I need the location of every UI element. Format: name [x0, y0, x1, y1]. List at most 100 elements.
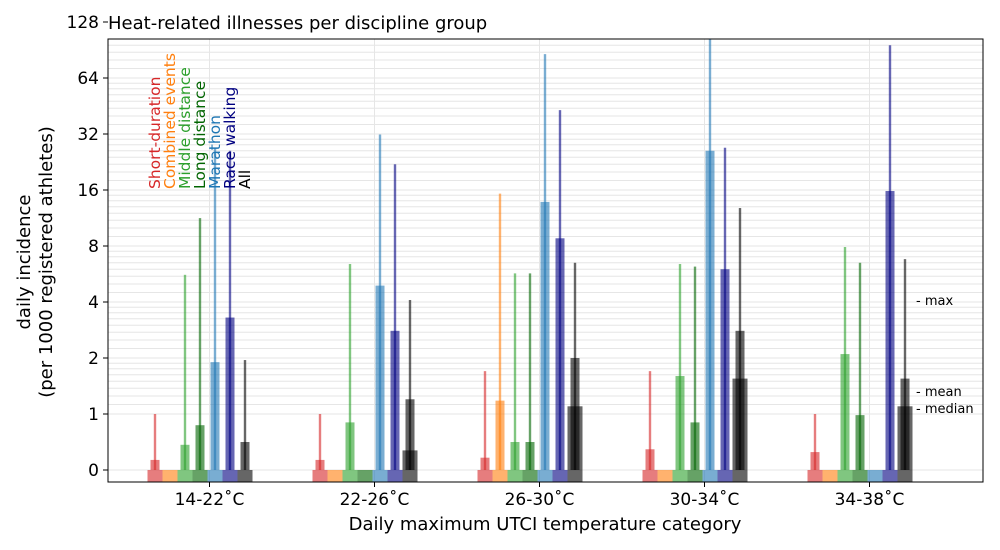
x-tick-label: 30-34˚C — [670, 489, 740, 510]
bar-group — [897, 259, 913, 482]
bar-median — [477, 470, 493, 482]
annotation-max: - max — [916, 294, 953, 309]
legend-entry: Long distance — [191, 81, 209, 189]
legend-entry: Marathon — [206, 115, 224, 189]
y-axis-label-line2: (per 1000 registered athletes) — [36, 126, 57, 398]
x-axis: 14-22˚C 22-26˚C 26-30˚C 30-34˚C 34-38˚C — [175, 482, 905, 510]
bar-max — [348, 264, 352, 470]
bar-max — [498, 193, 502, 470]
bar-group — [732, 208, 748, 482]
bar-median — [717, 470, 733, 482]
bar-median — [507, 470, 523, 482]
bar-median — [207, 470, 223, 482]
bar-median — [882, 470, 898, 482]
bar-median — [867, 470, 883, 482]
y-tick-label: 64 — [77, 69, 99, 89]
bar-median — [342, 470, 358, 482]
y-tick-label: 4 — [88, 293, 99, 313]
bar-median — [702, 470, 718, 482]
bar-median — [192, 470, 208, 482]
bar-mean — [240, 442, 250, 470]
bar-median — [852, 470, 868, 482]
bar-median — [237, 470, 253, 482]
bar-mean — [345, 422, 355, 470]
bar-median — [312, 470, 328, 482]
bar-mean — [495, 400, 505, 470]
bar-group — [177, 274, 193, 482]
bar-median — [387, 470, 403, 482]
bar-group — [717, 147, 733, 482]
bar-group — [312, 414, 328, 482]
bar-group — [372, 134, 388, 482]
x-tick-label: 22-26˚C — [340, 489, 410, 510]
x-tick-label: 26-30˚C — [505, 489, 575, 510]
bar-max — [903, 259, 907, 470]
bar-max — [228, 150, 232, 470]
bar-group — [867, 470, 883, 482]
bar-mean — [150, 459, 160, 470]
bar-mean — [195, 425, 205, 470]
bar-group — [807, 414, 823, 482]
bar-median — [822, 470, 838, 482]
bar-max — [393, 164, 397, 470]
x-tick-label: 34-38˚C — [835, 489, 905, 510]
y-axis-label-group: daily incidence (per 1000 registered ath… — [14, 126, 57, 398]
bar-median — [162, 470, 178, 482]
bar-group — [402, 300, 418, 482]
bar-max — [318, 414, 322, 470]
bar-mean — [405, 399, 415, 470]
bar-median — [552, 470, 568, 482]
bar-median — [222, 470, 238, 482]
chart-title: Heat-related illnesses per discipline gr… — [108, 13, 487, 34]
bar-max — [858, 262, 862, 470]
bar-median — [537, 470, 553, 482]
bar-median — [177, 470, 193, 482]
legend-entry: Middle distance — [176, 67, 194, 189]
bar-group — [882, 45, 898, 482]
bar-mean — [840, 354, 850, 470]
bar-mean — [480, 457, 490, 470]
bar-median — [567, 406, 583, 482]
bar-max — [813, 414, 817, 470]
bar-mean — [855, 415, 865, 470]
bar-mean — [675, 376, 685, 470]
bar-group — [387, 164, 403, 482]
bar-max — [648, 371, 652, 470]
bar-group — [702, 39, 718, 482]
bar-group — [822, 470, 838, 482]
y-tick-label: 2 — [88, 349, 99, 369]
y-tick-label: 128 — [67, 13, 99, 33]
y-tick-label: 8 — [88, 237, 99, 257]
bar-group — [342, 264, 358, 482]
annotation-mean: - mean — [916, 385, 962, 400]
bar-mean — [210, 362, 220, 470]
x-axis-label: Daily maximum UTCI temperature category — [349, 514, 742, 535]
legend-entry: Short-duration — [146, 77, 164, 189]
bar-group — [567, 262, 583, 482]
bar-median — [687, 470, 703, 482]
bar-group — [687, 266, 703, 482]
bar-max — [483, 371, 487, 470]
bar-median — [642, 470, 658, 482]
bar-median — [807, 470, 823, 482]
bar-mean — [690, 422, 700, 470]
bar-group — [552, 110, 568, 482]
bar-mean — [885, 191, 895, 471]
bar-median — [357, 470, 373, 482]
bar-group — [837, 247, 853, 482]
bar-group — [477, 371, 493, 482]
bar-group — [522, 273, 538, 482]
bar-mean — [180, 444, 190, 470]
bar-max — [678, 264, 682, 470]
bar-median — [897, 406, 913, 482]
bar-median — [522, 470, 538, 482]
bar-median — [327, 470, 343, 482]
bar-median — [402, 450, 418, 482]
bar-median — [492, 470, 508, 482]
legend-entry: All — [236, 170, 254, 189]
bar-mean — [555, 238, 565, 470]
bar-group — [507, 273, 523, 482]
bar-median — [372, 470, 388, 482]
